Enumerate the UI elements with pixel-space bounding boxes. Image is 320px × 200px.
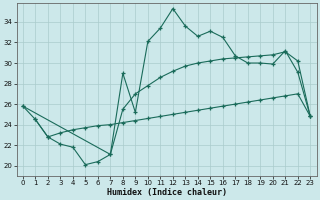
- X-axis label: Humidex (Indice chaleur): Humidex (Indice chaleur): [107, 188, 227, 197]
